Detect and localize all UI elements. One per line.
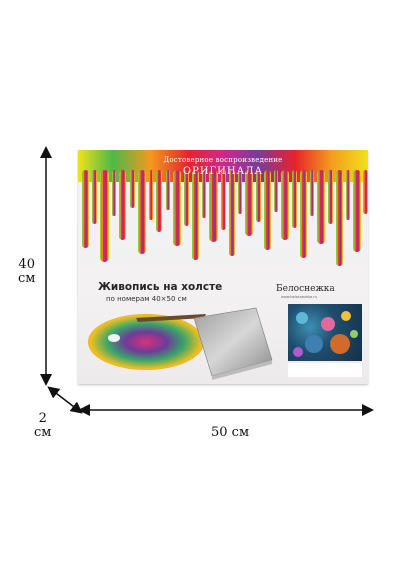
artwork-thumbnail: [288, 304, 362, 361]
info-label: [288, 363, 362, 377]
palette-canvas-illustration: [88, 307, 273, 380]
brand-url: www.belosnezhka.ru: [281, 295, 317, 299]
product-title: Живопись на холсте: [98, 281, 223, 293]
banner-line2: ОРИГИНАЛА: [182, 166, 264, 177]
banner-line1: Достоверное воспроизведение: [163, 156, 283, 164]
depth-label: 2 см: [34, 412, 51, 440]
height-label: 40 см: [18, 258, 35, 286]
cats-artwork: [293, 311, 358, 357]
product-box: Достоверное воспроизведение ОРИГИНАЛА Жи…: [78, 150, 368, 384]
product-subtitle: по номерам 40×50 см: [106, 295, 187, 303]
height-value: 40: [18, 257, 35, 272]
brand-name: Белоснежка: [276, 284, 335, 294]
depth-arrow: [47, 386, 83, 414]
height-unit: см: [18, 271, 36, 286]
depth-value: 2: [38, 411, 47, 426]
depth-unit: см: [34, 425, 52, 440]
width-label: 50 см: [211, 425, 250, 440]
paint-drips-graphic: [78, 150, 368, 266]
